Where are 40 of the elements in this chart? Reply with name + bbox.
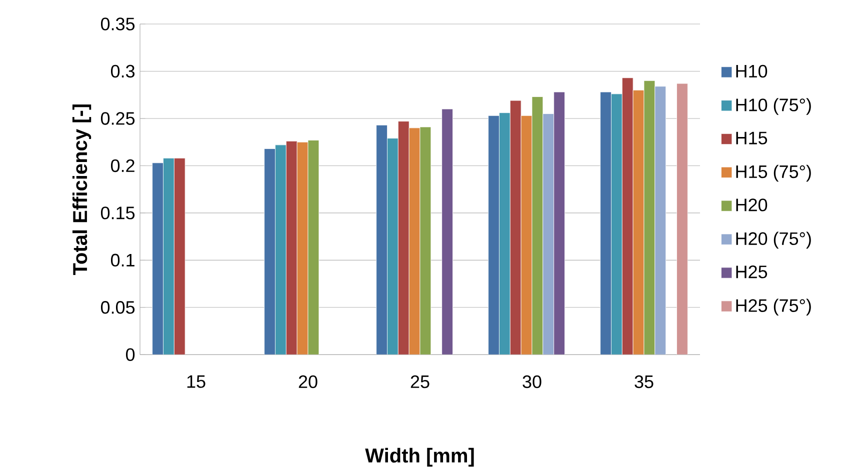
legend-label: H20 xyxy=(736,198,768,212)
bar xyxy=(644,80,656,355)
y-tick-label: 0.05 xyxy=(100,301,135,314)
x-tick-label: 15 xyxy=(187,375,206,388)
bar xyxy=(532,96,544,355)
legend-label: H10 (75°) xyxy=(736,98,811,115)
bar xyxy=(308,140,320,355)
bar xyxy=(398,121,410,355)
bar xyxy=(622,78,634,355)
bar xyxy=(611,94,622,355)
y-tick-label: 0.15 xyxy=(100,206,135,220)
x-tick-label: 30 xyxy=(522,375,542,388)
y-tick-label: 0.2 xyxy=(110,159,134,172)
bar xyxy=(286,140,298,355)
legend-label: H15 xyxy=(736,132,768,144)
legend-label: H10 xyxy=(736,64,768,78)
bar xyxy=(442,108,453,355)
y-axis-title: Total Efficiency [-] xyxy=(72,104,92,276)
y-tick-label: 0.1 xyxy=(110,254,134,267)
bar xyxy=(510,100,522,355)
x-tick-label: 20 xyxy=(298,375,318,388)
x-tick-label: 35 xyxy=(634,375,654,388)
y-tick-label: 0.25 xyxy=(100,112,135,125)
y-tick-label: 0 xyxy=(126,348,135,362)
legend-label: H25 (75°) xyxy=(736,298,811,316)
legend-label: H20 (75°) xyxy=(736,232,811,249)
bar xyxy=(275,144,286,355)
x-tick-label: 25 xyxy=(410,375,430,388)
y-tick-label: 0.3 xyxy=(110,64,135,78)
bar xyxy=(174,158,186,355)
bar xyxy=(554,92,565,355)
bar xyxy=(387,138,398,355)
bar xyxy=(499,112,510,355)
x-axis-title: Width [mm] xyxy=(365,448,474,467)
y-tick-label: 0.35 xyxy=(100,18,135,30)
legend-label: H25 xyxy=(736,266,768,278)
bar xyxy=(163,158,174,355)
bar xyxy=(676,83,688,355)
legend-label: H15 (75°) xyxy=(736,164,811,182)
bar xyxy=(420,126,432,355)
